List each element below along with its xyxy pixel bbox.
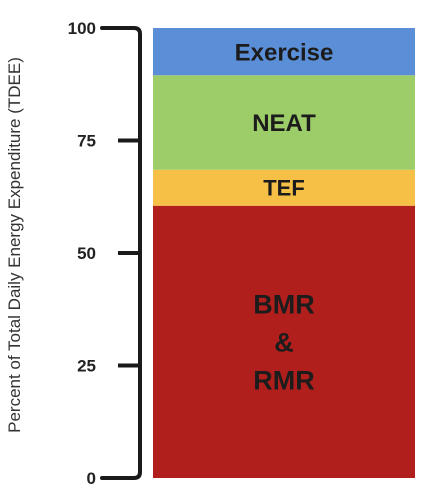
segment-labels: BMR & RMR TEF NEAT Exercise (235, 39, 334, 395)
segment-label: Exercise (235, 39, 334, 66)
y-tick-label: 50 (77, 244, 96, 263)
segment-label: & (274, 328, 294, 358)
y-tick-label: 100 (68, 19, 96, 38)
bar-segment-neat (153, 75, 415, 170)
segment-label: BMR (253, 290, 315, 320)
segment-label: NEAT (252, 110, 316, 137)
bar-segment-exercise (153, 28, 415, 76)
segment-label: TEF (263, 176, 305, 201)
y-tick-label: 25 (77, 357, 96, 376)
segment-label: RMR (253, 366, 315, 396)
y-axis-title: Percent of Total Daily Energy Expenditur… (5, 57, 24, 433)
y-tick-label: 0 (87, 469, 96, 488)
bar-segments (153, 28, 415, 478)
y-axis-ticks: 0 25 50 75 100 (68, 19, 140, 488)
y-tick-label: 75 (77, 132, 96, 151)
bar-segment-tef (153, 169, 415, 206)
bar-segment-bmr-rmr (153, 205, 415, 478)
